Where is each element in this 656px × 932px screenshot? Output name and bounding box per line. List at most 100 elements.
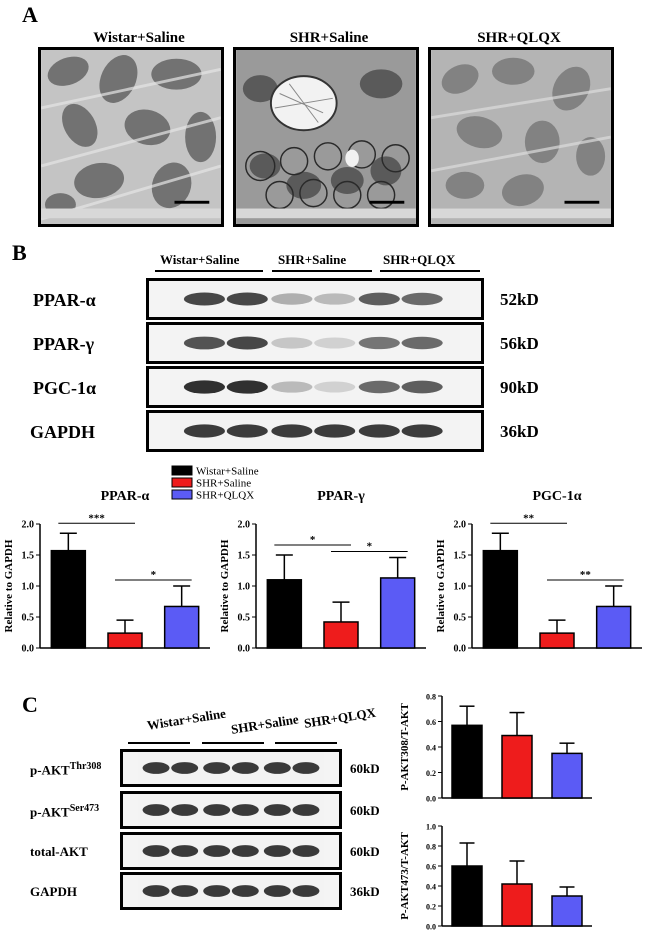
chart-bar-1-0	[266, 579, 303, 649]
c-blot-band-2-2	[203, 845, 231, 857]
c-header-underline-qlqx	[275, 742, 337, 744]
blot-kd-2: 90kD	[500, 378, 539, 397]
chart-ytick-label-2-4: 2.0	[454, 520, 467, 531]
chart-bar-0-2	[163, 605, 200, 649]
c-blot-band-3-4	[263, 885, 291, 897]
blot-band-3-5	[401, 424, 443, 438]
blot-band-1-0	[183, 336, 225, 350]
c-header-wistar: Wistar+Saline	[146, 705, 227, 733]
blot-band-1-3	[314, 337, 356, 349]
c-header-shr: SHR+Saline	[230, 711, 300, 737]
c-blot-band-0-0	[142, 762, 170, 774]
chart-ytick-label-3-4: 0.8	[426, 693, 436, 702]
chart-sig-label-0-0: ***	[88, 512, 105, 524]
chart-ylabel-3: P-AKT308/T-AKT	[399, 703, 411, 791]
c-blot-label-2: total-AKT	[30, 844, 88, 860]
blot-header-shr: SHR+Saline	[278, 252, 347, 267]
chart-ytick-label-0-0: 0.0	[22, 644, 35, 655]
blot-kd-3: 36kD	[500, 422, 539, 441]
chart-bar-2-2	[595, 605, 632, 649]
blot-strip-3	[146, 410, 484, 452]
c-blot-band-3-5	[292, 885, 320, 897]
c-blot-band-3-2	[203, 885, 231, 897]
blot-label-0: PPAR-α	[33, 290, 96, 310]
c-blot-kd-3: 36kD	[350, 884, 380, 899]
panel-a-letter: A	[22, 2, 38, 27]
chart-ylabel-1: Relative to GAPDH	[219, 539, 231, 632]
chart-ylabel-4: P-AKT473/T-AKT	[399, 832, 411, 920]
blot-band-1-2	[271, 337, 313, 349]
chart-ytick-label-1-3: 1.5	[238, 551, 251, 562]
c-blot-label-sup-1: Ser473	[69, 803, 100, 814]
c-blot-band-0-2	[203, 762, 231, 774]
blot-kd-0: 52kD	[500, 290, 539, 309]
chart-bar-3-1	[501, 734, 533, 799]
c-blot-kd-1: 60kD	[350, 803, 380, 818]
chart-ytick-label-1-4: 2.0	[238, 520, 251, 531]
chart-ytick-label-0-4: 2.0	[22, 520, 35, 531]
c-blot-band-1-2	[203, 804, 231, 816]
chart-bar-3-0	[451, 724, 483, 799]
c-blot-band-1-0	[142, 804, 170, 816]
legend-swatch-0	[171, 465, 193, 476]
c-blot-band-3-0	[142, 885, 170, 897]
blot-band-0-5	[401, 292, 443, 306]
blot-band-0-4	[358, 292, 400, 306]
c-blot-band-1-5	[292, 804, 320, 816]
chart-bar-0-1	[107, 632, 143, 649]
c-blot-band-3-1	[171, 885, 199, 897]
chart-ytick-label-4-4: 0.8	[426, 843, 436, 852]
legend-swatch-1	[171, 477, 193, 488]
chart-ytick-label-1-1: 0.5	[238, 613, 251, 624]
blot-label-2: PGC-1α	[33, 378, 97, 398]
c-header-underline-shr	[202, 742, 264, 744]
blot-band-2-2	[271, 381, 313, 393]
blot-band-1-4	[358, 336, 400, 350]
c-blot-kd-2: 60kD	[350, 844, 380, 859]
chart-ytick-label-1-0: 0.0	[238, 644, 251, 655]
blot-strip-1	[146, 322, 484, 364]
blot-kd-1: 56kD	[500, 334, 539, 353]
chart-ytick-label-4-2: 0.4	[426, 883, 436, 892]
chart-title-0: PPAR-α	[101, 489, 150, 504]
em-title-shr: SHR+Saline	[289, 30, 369, 46]
c-blot-band-0-4	[263, 762, 291, 774]
blot-band-0-1	[226, 292, 268, 306]
c-blot-band-1-4	[263, 804, 291, 816]
chart-sig-label-2-0: **	[523, 512, 535, 524]
blot-band-2-4	[358, 380, 400, 394]
chart-bar-4-0	[451, 865, 483, 927]
c-blot-label-sup-0: Thr308	[69, 761, 102, 772]
panel-c-letter: C	[22, 692, 38, 717]
panel-c-bar-charts: 0.0 0.2 0.4 0.6 0.8 P-AKT308/T-AKT 0.0 0.2 0.4 0.…	[399, 693, 592, 932]
blot-band-1-1	[226, 336, 268, 350]
em-image-wistar	[38, 47, 224, 227]
blot-band-1-5	[401, 336, 443, 350]
c-blot-strip-1	[120, 791, 342, 829]
legend-label-2: SHR+QLQX	[196, 490, 254, 502]
blot-strip-0	[146, 278, 484, 320]
blot-header-underline-shr	[272, 270, 372, 272]
chart-ytick-label-4-5: 1.0	[426, 823, 436, 832]
c-blot-band-1-3	[231, 804, 259, 816]
chart-bar-3-2	[551, 752, 583, 799]
chart-ytick-label-4-1: 0.2	[426, 903, 436, 912]
c-header-underline-wistar	[128, 742, 190, 744]
c-blot-band-2-3	[231, 845, 259, 857]
chart-sig-label-2-1: **	[580, 569, 592, 581]
chart-ytick-label-0-1: 0.5	[22, 613, 35, 624]
blot-band-2-3	[314, 381, 356, 393]
chart-ytick-label-0-2: 1.0	[22, 582, 35, 593]
em-image-qlqx	[428, 47, 614, 227]
chart-bar-4-2	[551, 895, 583, 927]
c-blot-label-3: GAPDH	[30, 884, 77, 900]
chart-bar-1-1	[323, 621, 359, 649]
chart-ytick-label-2-3: 1.5	[454, 551, 467, 562]
panel-b-letter: B	[12, 240, 27, 265]
em-title-qlqx: SHR+QLQX	[477, 30, 561, 46]
chart-ytick-label-2-2: 1.0	[454, 582, 467, 593]
chart-sig-label-0-1: *	[151, 569, 157, 581]
blot-band-3-1	[226, 424, 268, 438]
blot-band-3-3	[314, 424, 356, 438]
